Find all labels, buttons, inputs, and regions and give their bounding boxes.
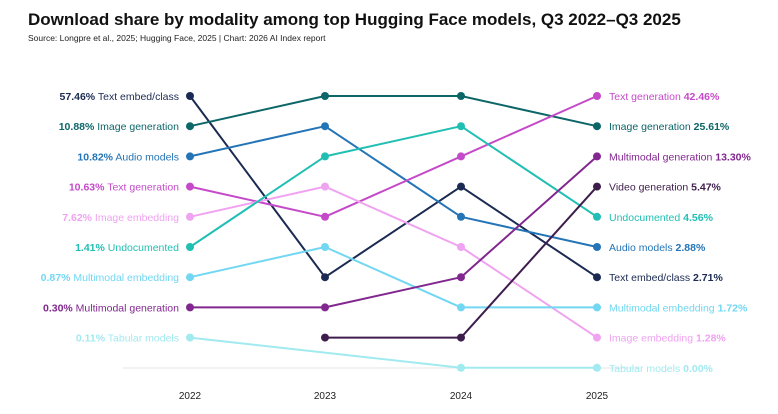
end-label-tabular-models: Tabular models 0.00% (609, 363, 714, 375)
point-multimodal-generation-2024 (457, 273, 465, 282)
point-image-generation-2024 (457, 92, 465, 100)
start-label-image-embedding: 7.62% Image embedding (62, 212, 179, 224)
point-multimodal-generation-2025 (593, 152, 601, 161)
point-text-generation-2025 (593, 92, 601, 100)
point-text-embed-class-2024 (457, 182, 465, 191)
end-label-text-generation: Text generation 42.46% (609, 91, 720, 103)
series-line-multimodal-embedding (189, 246, 597, 309)
start-label-text-generation: 10.63% Text generation (69, 182, 179, 194)
start-label-image-generation: 10.88% Image generation (59, 121, 179, 133)
start-label-tabular-models: 0.11% Tabular models (76, 333, 179, 345)
point-audio-models-2023 (321, 122, 329, 131)
point-text-generation-2022 (186, 182, 194, 191)
end-label-text-embed-class: Text embed/class 2.71% (609, 272, 723, 284)
point-text-embed-class-2025 (593, 273, 601, 282)
point-video-generation-2025 (593, 182, 601, 191)
series-line-audio-models (189, 125, 598, 248)
series-line-undocumented (189, 125, 598, 248)
end-label-multimodal-embedding: Multimodal embedding 1.72% (609, 302, 748, 314)
point-video-generation-2023 (321, 333, 329, 342)
point-tabular-models-2024 (457, 363, 465, 372)
end-label-image-embedding: Image embedding 1.28% (609, 333, 726, 345)
x-tick-2024: 2024 (450, 391, 473, 402)
point-text-embed-class-2023 (321, 273, 329, 282)
point-multimodal-embedding-2022 (186, 273, 194, 282)
point-audio-models-2024 (457, 212, 465, 221)
end-label-undocumented: Undocumented 4.56% (609, 212, 714, 224)
point-undocumented-2024 (457, 122, 465, 131)
point-tabular-models-2022 (186, 333, 194, 342)
point-multimodal-generation-2023 (321, 303, 329, 312)
start-label-undocumented: 1.41% Undocumented (75, 242, 179, 254)
start-label-multimodal-generation: 0.30% Multimodal generation (43, 302, 179, 314)
start-label-multimodal-embedding: 0.87% Multimodal embedding (41, 272, 179, 284)
point-multimodal-embedding-2024 (457, 303, 465, 312)
point-text-generation-2023 (321, 212, 329, 221)
point-multimodal-embedding-2023 (321, 243, 329, 251)
point-undocumented-2025 (593, 212, 601, 221)
point-multimodal-embedding-2025 (593, 303, 601, 312)
series-line-image-generation (189, 95, 598, 128)
point-audio-models-2025 (593, 243, 601, 251)
x-tick-2023: 2023 (314, 391, 337, 402)
series-line-image-embedding (189, 185, 598, 339)
end-label-multimodal-generation: Multimodal generation 13.30% (609, 151, 752, 163)
point-audio-models-2022 (186, 152, 194, 161)
series-line-tabular-models (189, 336, 597, 369)
point-text-embed-class-2022 (186, 92, 194, 100)
end-label-audio-models: Audio models 2.88% (609, 242, 706, 254)
point-image-generation-2023 (321, 92, 329, 100)
point-tabular-models-2025 (593, 363, 601, 372)
start-label-text-embed-class: 57.46% Text embed/class (60, 91, 179, 103)
point-image-embedding-2025 (593, 333, 601, 342)
end-label-image-generation: Image generation 25.61% (609, 121, 730, 133)
point-undocumented-2022 (186, 243, 194, 251)
point-multimodal-generation-2022 (186, 303, 194, 312)
end-label-video-generation: Video generation 5.47% (609, 182, 722, 194)
point-image-generation-2025 (593, 122, 601, 131)
x-tick-2022: 2022 (179, 391, 202, 402)
x-tick-2025: 2025 (586, 391, 609, 402)
point-image-embedding-2023 (321, 182, 329, 191)
point-video-generation-2024 (457, 333, 465, 342)
chart-source: Source: Longpre et al., 2025; Hugging Fa… (28, 33, 326, 43)
start-label-audio-models: 10.82% Audio models (77, 151, 179, 163)
point-image-embedding-2022 (186, 212, 194, 221)
point-text-generation-2024 (457, 152, 465, 161)
series-line-video-generation (325, 185, 598, 339)
point-image-generation-2022 (186, 122, 194, 131)
series-line-text-generation (189, 95, 598, 218)
series-line-multimodal-generation (190, 155, 598, 309)
point-undocumented-2023 (321, 152, 329, 161)
chart-title: Download share by modality among top Hug… (28, 10, 681, 29)
point-image-embedding-2024 (457, 243, 465, 251)
